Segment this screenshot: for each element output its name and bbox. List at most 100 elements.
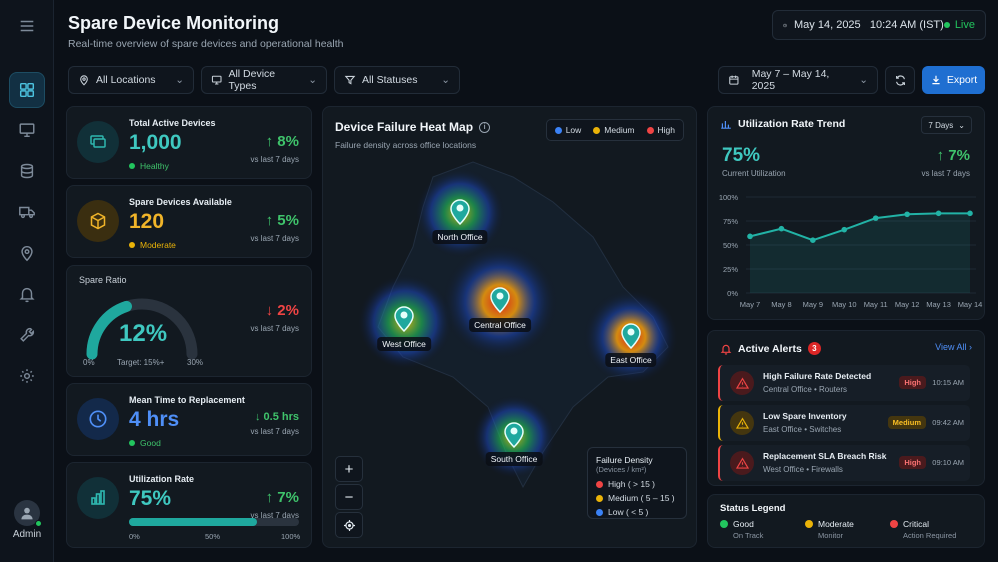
trend-change: ↑ 7% [936,147,970,164]
severity-badge: High [899,376,926,389]
x-tick-label: May 8 [771,300,791,309]
kpi-mean-time-to-replacement[interactable]: Mean Time to Replacement 4 hrs Good ↓ 0.… [66,383,312,456]
map-title-text: Device Failure Heat Map [335,120,474,134]
clock-icon [783,23,787,27]
office-label-south[interactable]: South Office [485,452,543,466]
calendar-icon [729,75,739,85]
trend-title-text: Utilization Rate Trend [738,118,846,130]
locate-button[interactable] [335,512,363,538]
dashboard-icon [19,82,35,98]
warning-icon [730,371,754,395]
kpi-utilization-rate[interactable]: Utilization Rate 75% ↑ 7% vs last 7 days… [66,462,312,548]
device-type-filter[interactable]: All Device Types ⌄ [201,66,327,94]
status-badge: Good [129,438,161,448]
trend-range-select[interactable]: 7 Days ⌄ [921,116,972,134]
kpi-spare-devices-available[interactable]: Spare Devices Available 120 Moderate ↑ 5… [66,185,312,258]
alert-item[interactable]: Replacement SLA Breach Risk West Office … [718,445,970,481]
office-label-east[interactable]: East Office [605,353,657,367]
status-filter-label: All Statuses [362,74,418,86]
spare-ratio-gauge [86,298,198,360]
map-pin-icon[interactable] [489,285,511,313]
alert-subtitle: East Office • Switches [763,425,842,434]
date-range-picker[interactable]: May 7 – May 14, 2025 ⌄ [718,66,878,94]
y-tick-label: 75% [723,217,738,226]
crosshair-icon [343,519,355,531]
legend-high: High [646,125,675,135]
sidebar-item-notifications[interactable] [9,276,45,312]
clock-icon [77,398,119,440]
sidebar-item-locations[interactable] [9,235,45,271]
sidebar-item-database[interactable] [9,153,45,189]
export-label: Export [946,74,978,86]
data-point [872,215,879,221]
kpi-change: ↑ 5% [265,212,299,229]
chevron-down-icon: ⌄ [859,74,868,86]
series-area [750,213,970,293]
menu-icon[interactable] [9,8,45,44]
map-pin-icon[interactable] [620,321,642,349]
kpi-compare: vs last 7 days [250,511,299,520]
status-legend-title: Status Legend [720,503,786,514]
office-label-north[interactable]: North Office [432,230,488,244]
kpi-value: 1,000 [129,131,182,154]
office-label-west[interactable]: West Office [377,337,431,351]
office-label-central[interactable]: Central Office [469,318,531,332]
location-filter-label: All Locations [96,74,156,86]
sidebar-item-logistics[interactable] [9,194,45,230]
view-all-link[interactable]: View All › [935,342,972,352]
data-point [778,225,785,232]
progress-fill [129,518,257,526]
failure-heat-map[interactable]: Device Failure Heat Map i Failure density… [322,106,697,548]
gear-icon [20,369,34,383]
location-pin-icon [80,75,88,86]
sidebar-item-settings[interactable] [9,358,45,394]
alert-title: High Failure Rate Detected [763,371,872,381]
kpi-spare-ratio[interactable]: Spare Ratio 12% 0% Target: 15%+ 30% ↓ 2%… [66,265,312,377]
user-profile[interactable]: Admin [0,500,54,540]
gauge-min-label: 0% [83,358,95,367]
warning-icon [730,411,754,435]
info-icon[interactable]: i [479,121,491,133]
zoom-out-button[interactable]: − [335,484,363,510]
truck-icon [19,206,35,219]
alert-item[interactable]: High Failure Rate Detected Central Offic… [718,365,970,401]
map-pin-icon[interactable] [449,197,471,225]
x-tick-label: May 13 [926,300,951,309]
alert-item[interactable]: Low Spare Inventory East Office • Switch… [718,405,970,441]
map-pin-icon[interactable] [393,304,415,332]
export-button[interactable]: Export [922,66,985,94]
sidebar-item-dashboard[interactable] [9,72,45,108]
status-text: Moderate [140,240,176,250]
utilization-trend-panel: Utilization Rate Trend 7 Days ⌄ 75% Curre… [707,106,985,320]
gauge-target-label: Target: 15%+ [117,358,165,367]
box-icon [77,200,119,242]
kpi-total-active-devices[interactable]: Total Active Devices 1,000 Healthy ↑ 8% … [66,106,312,179]
refresh-button[interactable] [885,66,915,94]
zoom-in-button[interactable]: + [335,456,363,482]
chevron-down-icon: ⌄ [175,74,184,86]
alerts-count-badge: 3 [807,342,821,355]
kpi-title: Utilization Rate [129,474,195,484]
kpi-compare: vs last 7 days [250,324,299,333]
location-filter[interactable]: All Locations ⌄ [68,66,194,94]
live-label: Live [954,19,975,31]
density-title: Failure Density [596,455,653,465]
x-tick-label: May 9 [803,300,823,309]
status-badge: Healthy [129,161,169,171]
map-pin-icon[interactable] [503,420,525,448]
alerts-title-text: Active Alerts [738,342,802,355]
kpi-change: ↓ 0.5 hrs [254,411,299,423]
status-text: Healthy [140,161,169,171]
x-tick-label: May 12 [895,300,920,309]
alert-subtitle: West Office • Firewalls [763,465,843,474]
data-point [935,210,942,217]
x-tick-label: May 11 [864,300,888,309]
sidebar-item-devices[interactable] [9,112,45,148]
alert-time: 09:42 AM [932,418,964,427]
series-line [749,212,970,242]
legend-low: Low [554,125,581,135]
kpi-change: ↑ 7% [265,489,299,506]
status-filter[interactable]: All Statuses ⌄ [334,66,460,94]
sidebar-item-tools[interactable] [9,317,45,353]
